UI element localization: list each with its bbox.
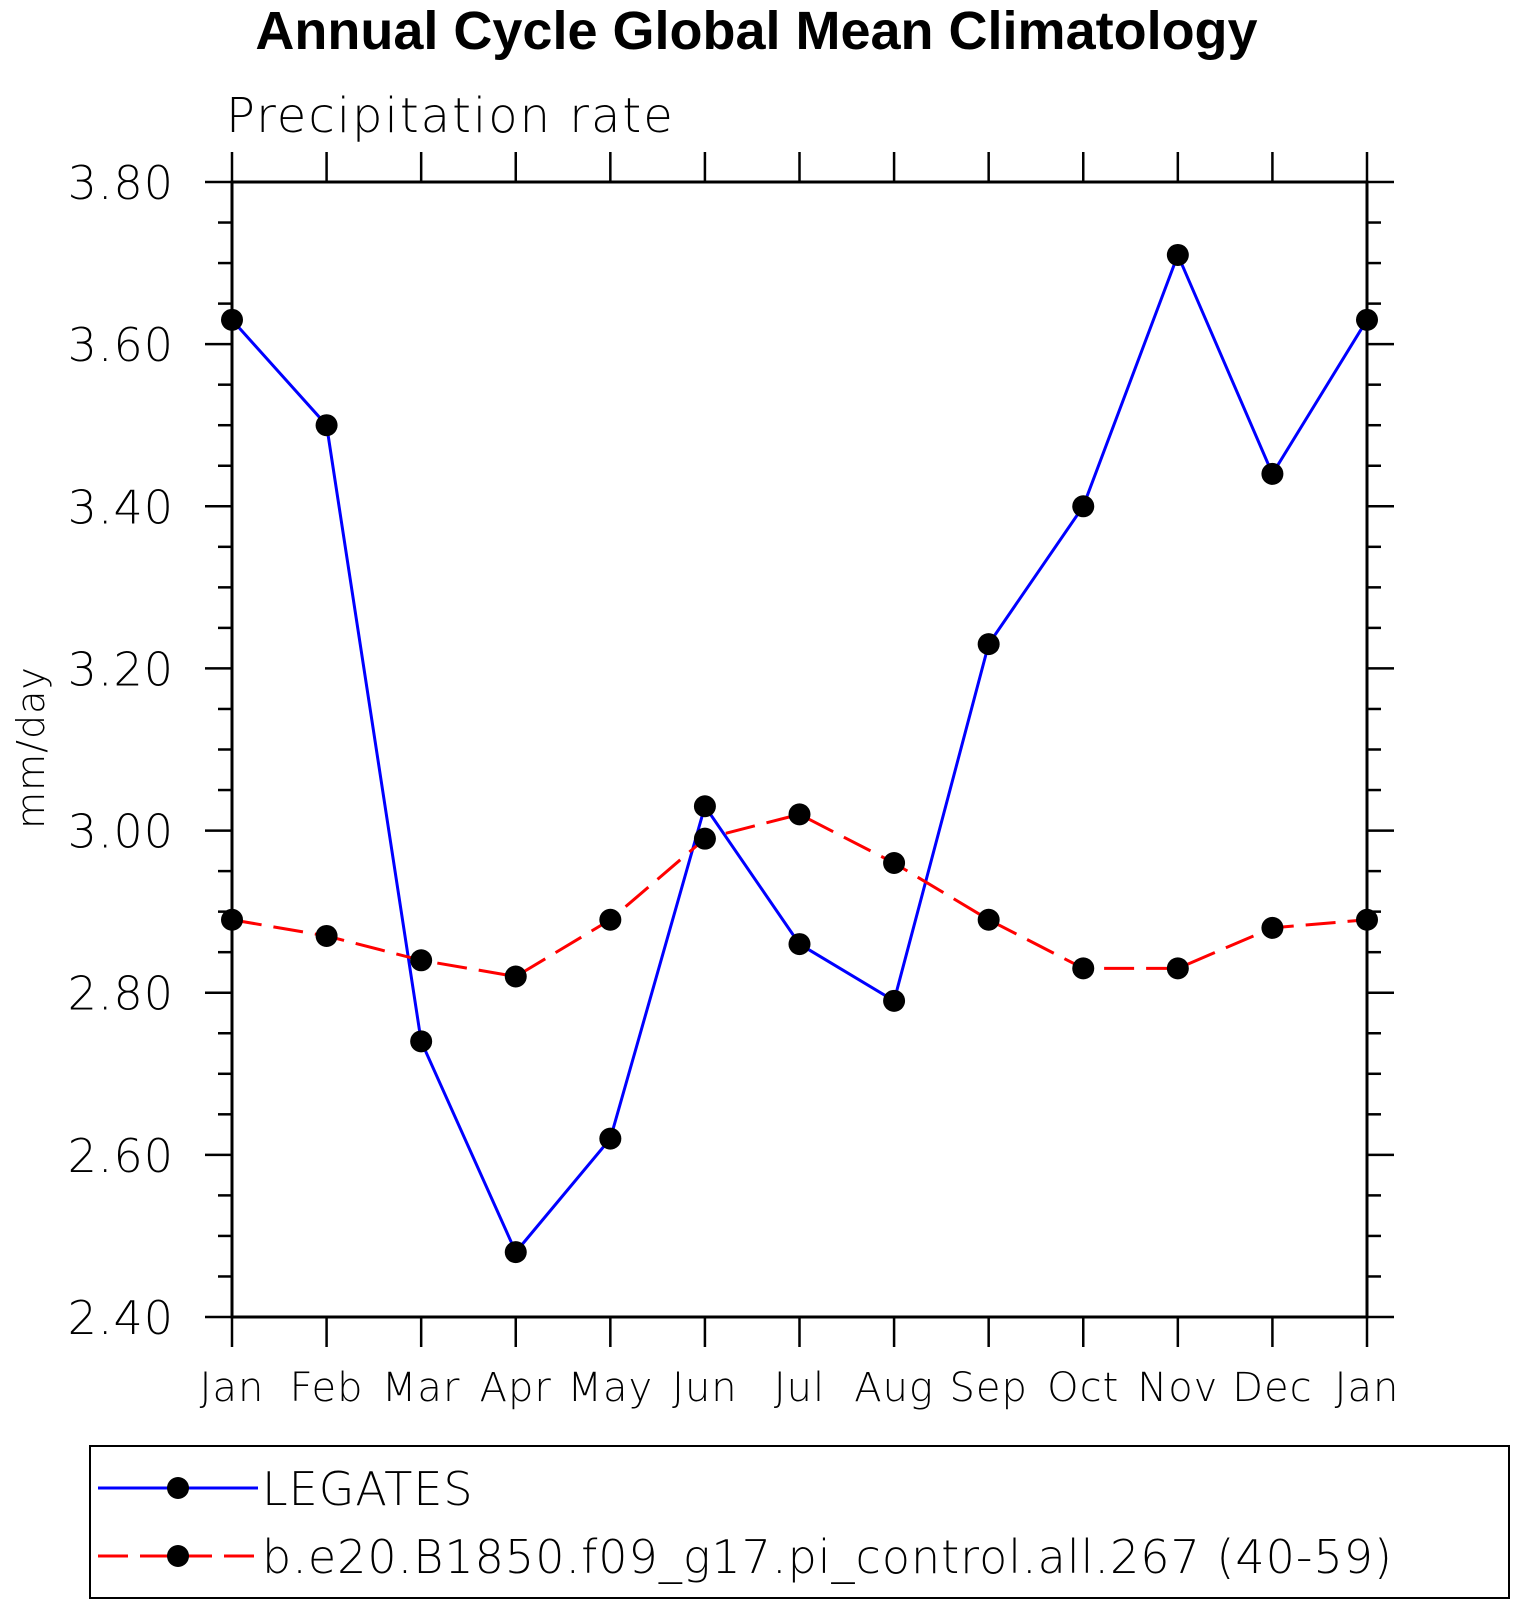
series-2-point [504, 965, 527, 988]
y-tick-label: 3.60 [68, 318, 174, 372]
series-1-point [788, 933, 811, 956]
x-tick-label: Feb [290, 1365, 364, 1411]
series-2-point [221, 908, 243, 931]
chart-subtitle: Precipitation rate [226, 88, 675, 144]
series-1-point [977, 633, 1000, 656]
x-tick-label: Nov [1137, 1365, 1218, 1411]
y-tick-label: 2.60 [68, 1129, 174, 1183]
x-tick-label: Oct [1047, 1365, 1119, 1411]
legend-marker-1 [167, 1477, 189, 1499]
series-1-point [693, 795, 716, 818]
series-2-point [1356, 908, 1378, 931]
y-tick-label: 3.40 [68, 480, 174, 534]
x-tick-label: Apr [480, 1365, 552, 1411]
series-1-point [315, 414, 338, 437]
series-2-point [693, 827, 716, 850]
series-2-point [410, 949, 433, 972]
x-tick-label: Dec [1232, 1365, 1312, 1411]
series-2-point [788, 803, 811, 826]
x-tick-label: Sep [949, 1365, 1027, 1411]
y-tick-label: 3.20 [68, 642, 174, 696]
series-2-point [883, 852, 906, 874]
series-2-point [315, 924, 338, 947]
y-tick-label: 3.80 [68, 156, 174, 210]
series-1-point [1072, 495, 1095, 518]
x-tick-label: Jul [774, 1365, 825, 1411]
x-tick-label: Jan [200, 1365, 265, 1411]
series-2-point [1166, 957, 1189, 980]
series-1-point [1356, 308, 1378, 331]
x-tick-label: Mar [382, 1365, 460, 1411]
legend-marker-2 [167, 1545, 189, 1567]
series-2-point [1072, 957, 1095, 980]
series-2-point [599, 908, 622, 931]
x-tick-label: Jun [672, 1365, 738, 1411]
y-tick-label: 2.80 [68, 967, 174, 1021]
series-2-point [977, 908, 1000, 931]
series-1-point [1261, 462, 1284, 485]
y-axis-label: mm/day [9, 666, 53, 829]
series-line-1 [230, 250, 1369, 1255]
x-tick-label: May [567, 1365, 653, 1411]
series-1-point [599, 1127, 622, 1150]
chart-title: Annual Cycle Global Mean Climatology [255, 1, 1258, 61]
series-1-point [410, 1030, 433, 1053]
series-1-point [221, 308, 243, 331]
series-2-point [1261, 916, 1284, 939]
legend-label-2: b.e20.B1850.f09_g17.pi_control.all.267 (… [262, 1530, 1393, 1584]
series-1-point [504, 1241, 527, 1264]
y-tick-label: 2.40 [68, 1291, 174, 1345]
y-tick-label: 3.00 [68, 805, 174, 859]
series-1-point [883, 989, 906, 1012]
x-tick-label: Jan [1335, 1365, 1400, 1411]
legend-box [89, 1445, 1510, 1599]
x-tick-label: Aug [854, 1365, 934, 1411]
series-1-point [1166, 243, 1189, 266]
legend-label-1: LEGATES [262, 1462, 474, 1516]
plot-frame [230, 180, 1369, 1319]
